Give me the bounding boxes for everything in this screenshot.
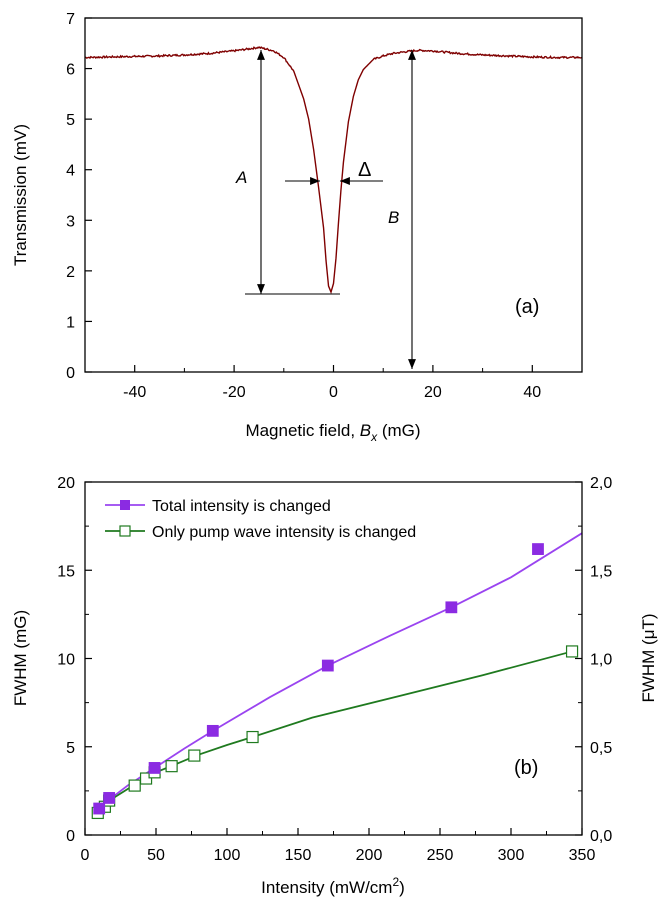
a-xtick-label: 20 — [424, 384, 442, 401]
a-ytick-label: 4 — [66, 163, 75, 180]
panel-b-label: (b) — [514, 757, 538, 779]
a-ytick-label: 0 — [66, 365, 75, 382]
total-data-point — [103, 792, 116, 804]
a-xtick-label: -40 — [123, 384, 146, 401]
a-xtick-label: 40 — [523, 384, 541, 401]
panel-b-ylabel-left: FWHM (mG) — [11, 610, 30, 706]
a-ytick-label: 7 — [66, 11, 75, 28]
b-ytick-label-right: 1,5 — [590, 563, 612, 580]
a-xtick-label: -20 — [223, 384, 246, 401]
legend-label-total: Total intensity is changed — [152, 498, 331, 515]
b-xtick-label: 100 — [214, 847, 241, 864]
total-data-point — [148, 762, 161, 774]
b-ytick-label-left: 5 — [66, 740, 75, 757]
pump-data-point — [128, 779, 141, 792]
total-data-point — [206, 724, 219, 737]
panel-a-ylabel: Transmission (mV) — [11, 124, 30, 266]
total-data-point — [321, 659, 334, 672]
panel-b-xlabel: Intensity (mW/cm2) — [261, 875, 405, 897]
pump-fit-line — [97, 650, 573, 814]
panel-a-transmission-chart: -40 -20 0 20 40 0 1 2 3 4 5 6 7 A B Δ (a) Transmissi… — [11, 11, 583, 444]
total-data-point — [445, 601, 458, 614]
b-xtick-label: 50 — [147, 847, 165, 864]
panel-b-ticks: 0 50 100 150 200 250 300 350 0 0,0 5 0,5 10 1,0 15 1,5 2… — [57, 475, 612, 864]
a-xtick-label: 0 — [329, 384, 338, 401]
b-ytick-label-left: 15 — [57, 563, 75, 580]
panel-b-fwhm-chart: 0 50 100 150 200 250 300 350 0 0,0 5 0,5 10 1,0 15 1,5 2… — [11, 475, 658, 897]
a-ytick-label: 1 — [66, 314, 75, 331]
legend-marker-total — [120, 500, 130, 510]
b-ytick-label-right: 2,0 — [590, 475, 612, 492]
a-ytick-label: 5 — [66, 112, 75, 129]
panel-a-xlabel: Magnetic field, Bx (mG) — [245, 421, 420, 444]
annotation-A: A — [235, 168, 247, 187]
pump-data-point — [165, 760, 178, 773]
panel-a-ticks: -40 -20 0 20 40 0 1 2 3 4 5 6 7 — [66, 11, 583, 401]
annotation-delta: Δ — [358, 159, 371, 181]
pump-data-point — [246, 730, 259, 744]
panel-a-plot-group — [84, 46, 583, 295]
legend-marker-pump — [119, 525, 131, 537]
panel-a-frame — [84, 17, 583, 373]
transmission-trace — [84, 46, 583, 295]
b-xtick-label: 300 — [498, 847, 525, 864]
legend: Total intensity is changed Only pump wav… — [105, 498, 416, 541]
b-ytick-label-right: 0,5 — [590, 740, 612, 757]
b-ytick-label-left: 20 — [57, 475, 75, 492]
total-data-point — [93, 802, 106, 815]
b-xtick-label: 350 — [569, 847, 596, 864]
total-fit-line — [98, 532, 583, 810]
b-xtick-label: 150 — [285, 847, 312, 864]
a-ytick-label: 3 — [66, 213, 75, 230]
total-data-point — [532, 543, 544, 555]
a-ytick-label: 6 — [66, 62, 75, 79]
panel-b-plot-group — [91, 532, 583, 820]
pump-data-point — [565, 645, 579, 658]
a-ytick-label: 2 — [66, 264, 75, 281]
annotation-B: B — [388, 208, 399, 227]
pump-data-point — [188, 749, 201, 762]
b-ytick-label-right: 1,0 — [590, 652, 612, 669]
b-xtick-label: 0 — [81, 847, 90, 864]
b-xtick-label: 200 — [356, 847, 383, 864]
panel-b-ylabel-right: FWHM (μT) — [639, 613, 658, 702]
legend-label-pump: Only pump wave intensity is changed — [152, 524, 416, 541]
b-ytick-label-right: 0,0 — [590, 828, 612, 845]
b-ytick-label-left: 0 — [66, 828, 75, 845]
b-ytick-label-left: 10 — [57, 652, 75, 669]
pump-data-point — [139, 772, 153, 785]
b-xtick-label: 250 — [427, 847, 454, 864]
panel-a-label: (a) — [515, 296, 539, 318]
